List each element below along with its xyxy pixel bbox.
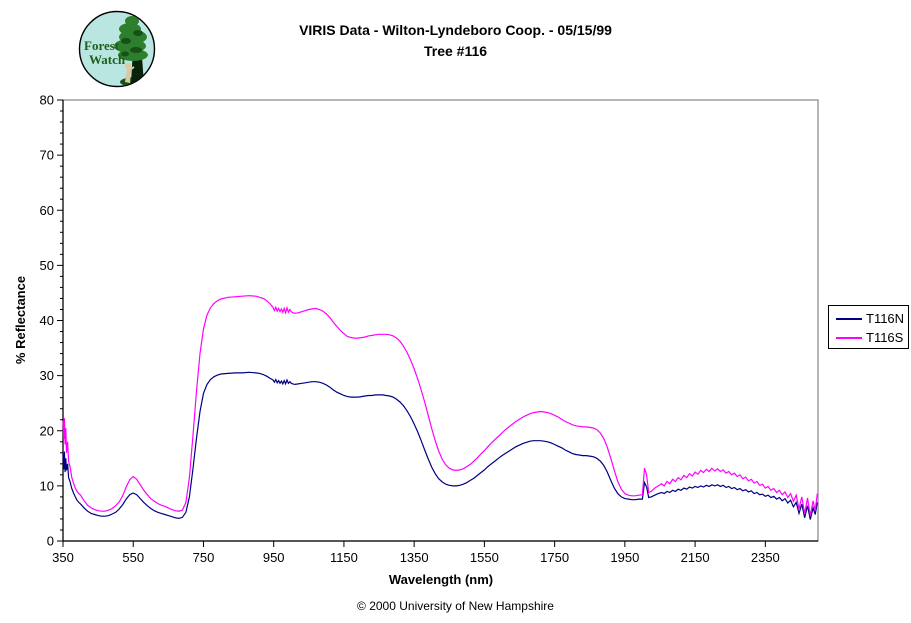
series-line-t116s — [62, 295, 818, 516]
x-tick-label: 750 — [193, 550, 215, 565]
copyright-text: © 2000 University of New Hampshire — [357, 599, 554, 613]
y-axis-title: % Reflectance — [13, 276, 28, 364]
x-tick-label: 550 — [122, 550, 144, 565]
x-tick-label: 350 — [52, 550, 74, 565]
chart-title: VIRIS Data - Wilton-Lyndeboro Coop. - 05… — [299, 22, 612, 38]
plot-border — [62, 99, 819, 542]
x-tick-label: 1950 — [610, 550, 639, 565]
y-tick-label: 60 — [40, 203, 54, 218]
x-tick-label: 2350 — [751, 550, 780, 565]
legend-item-t116s: T116S — [836, 328, 908, 347]
y-tick-label: 40 — [40, 313, 54, 328]
y-tick-label: 80 — [40, 93, 54, 108]
x-tick-label: 2150 — [681, 550, 710, 565]
y-tick-label: 20 — [40, 423, 54, 438]
forest-watch-logo: Forest Watch — [78, 10, 156, 88]
t116n-line-swatch — [836, 317, 862, 320]
y-tick-label: 10 — [40, 478, 54, 493]
y-tick-label: 50 — [40, 258, 54, 273]
x-tick-label: 1750 — [540, 550, 569, 565]
x-tick-label: 1150 — [330, 550, 358, 565]
y-tick-label: 70 — [40, 148, 54, 163]
chart-subtitle: Tree #116 — [423, 43, 488, 59]
legend-label-t116s: T116S — [866, 330, 904, 345]
y-tick-label: 0 — [47, 534, 54, 549]
series-line-t116n — [62, 371, 818, 520]
legend-item-t116n: T116N — [836, 309, 908, 328]
logo-tree-icon — [114, 16, 152, 87]
t116s-line-swatch — [836, 336, 862, 339]
x-tick-label: 1350 — [400, 550, 429, 565]
legend-box: T116N T116S — [828, 305, 909, 349]
x-tick-label: 950 — [263, 550, 285, 565]
y-tick-label: 30 — [40, 368, 54, 383]
logo-person-icon — [125, 63, 131, 69]
x-axis-title: Wavelength (nm) — [389, 572, 493, 587]
x-tick-label: 1550 — [470, 550, 499, 565]
logo-text-watch: Watch — [89, 52, 126, 67]
logo-text-forest: Forest — [84, 38, 120, 53]
legend-label-t116n: T116N — [866, 311, 905, 326]
